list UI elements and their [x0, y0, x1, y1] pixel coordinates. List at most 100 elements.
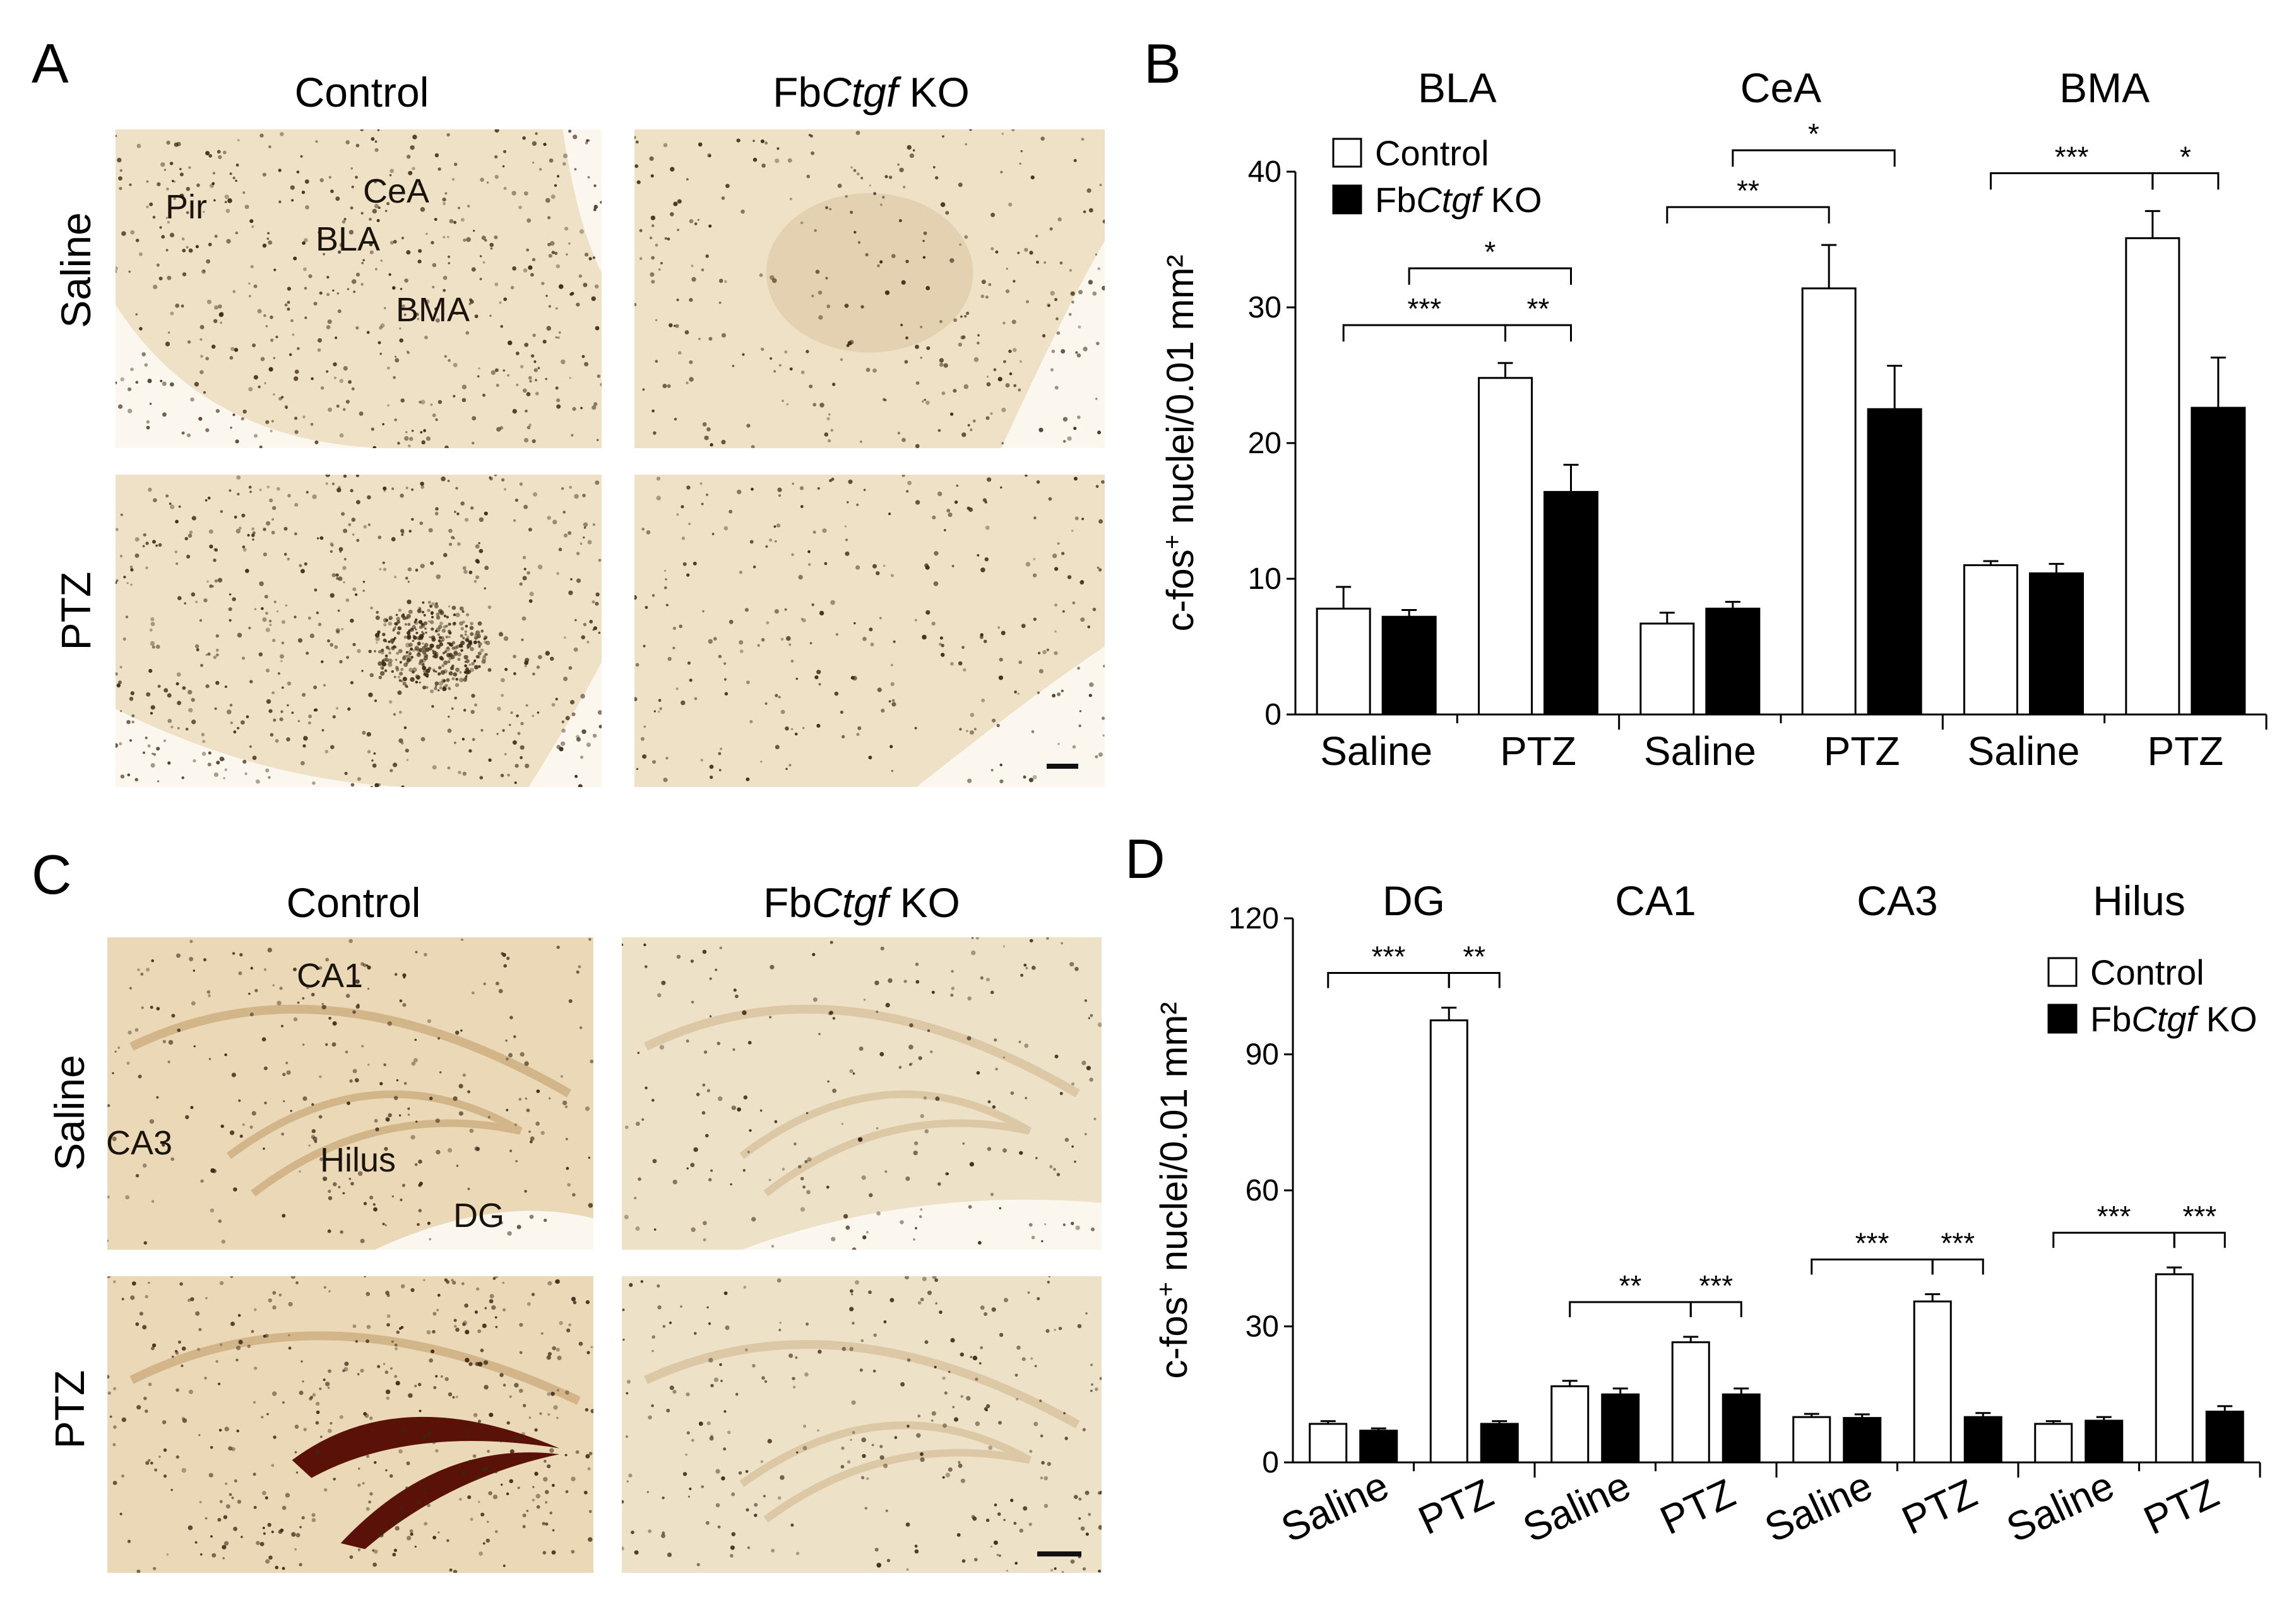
chart-b-bar: [2029, 572, 2084, 716]
micrograph-outside-tissue: [742, 1199, 1102, 1250]
chart-b-category-label: Saline: [1968, 728, 2080, 774]
micrograph-background: [116, 475, 602, 787]
chart-d-bar: [1963, 1416, 2002, 1464]
chart-d-group-title: Hilus: [2093, 877, 2186, 924]
chart-d-bar: [1601, 1393, 1640, 1464]
micrograph-amygdala-control-saline: [116, 129, 602, 448]
chart-b-y-tick-label: 20: [1248, 427, 1282, 460]
panel-letter-b: B: [1144, 32, 1181, 95]
chart-b-significance-label: ***: [2055, 140, 2089, 173]
chart-d: c-fos+ nuclei/0.01 mm² 0 30 60 90 120 DG Saline…: [1152, 877, 2261, 1551]
chart-b-significance-bracket: [2151, 172, 2220, 190]
micrograph-granule-layer: [739, 1090, 1032, 1197]
chart-d-significance-bracket: [1811, 1258, 1934, 1275]
chart-b-bar: [1867, 408, 1922, 716]
chart-d-bar: [1359, 1430, 1398, 1464]
micrograph-nuclei: [116, 129, 602, 448]
chart-d-y-tick-label: 0: [1262, 1446, 1279, 1479]
micrograph-amygdala-ko-ptz: [634, 475, 1105, 787]
chart-d-legend-label: FbCtgf KO: [2090, 999, 2257, 1039]
micrograph-nuclei: [634, 129, 1105, 448]
chart-d-y-tick-label: 30: [1246, 1310, 1279, 1344]
micrograph-shading: [766, 193, 973, 353]
chart-d-group-title: CA3: [1857, 877, 1937, 924]
chart-d-significance-bracket: [2052, 1231, 2175, 1248]
chart-d-significance-label: ***: [1941, 1226, 1975, 1259]
chart-d-legend-swatch: [2047, 957, 2078, 987]
chart-b-y-tick-label: 0: [1264, 698, 1282, 732]
panel-a-col-title-ko: FbCtgf KO: [773, 69, 970, 116]
chart-b-bar: [2191, 406, 2246, 716]
panel-letter-c: C: [32, 843, 72, 906]
chart-b-bar: [1705, 607, 1761, 716]
scale-bar-a: [1047, 764, 1078, 769]
panel-c-col-title-control: Control: [286, 879, 421, 926]
region-label-cea: CeA: [363, 172, 430, 210]
chart-b-bar: [1381, 615, 1437, 716]
chart-d-bar: [1671, 1341, 1710, 1464]
chart-b-group-title: CeA: [1740, 64, 1821, 111]
micrograph-pyramidal-layer: [129, 1004, 572, 1098]
chart-d-significance-label: ***: [1372, 940, 1406, 973]
chart-b-legend-label: FbCtgf KO: [1375, 180, 1542, 220]
chart-d-bar: [2034, 1423, 2073, 1464]
chart-b-bar: [1963, 564, 2018, 716]
panel-letter-a: A: [32, 32, 69, 95]
scale-bar-c: [1037, 1551, 1081, 1556]
chart-d-significance-bracket: [1327, 972, 1450, 988]
panel-a-col-title-control: Control: [294, 69, 429, 116]
chart-b-significance-bracket: [1666, 206, 1830, 224]
chart-d-category-label: Saline: [1275, 1462, 1396, 1551]
chart-d-bar: [1843, 1417, 1882, 1464]
micrograph-nuclei: [107, 938, 593, 1245]
micrograph-texture: [107, 937, 593, 1250]
chart-d-group-title: CA1: [1615, 877, 1696, 924]
micrograph-amygdala-control-ptz: [116, 475, 602, 787]
chart-b-significance-bracket: [1342, 324, 1506, 342]
chart-d-group-title: DG: [1383, 877, 1445, 924]
micrograph-texture: [622, 1276, 1102, 1573]
chart-d-significance-label: **: [1619, 1269, 1642, 1302]
chart-b-group-title: BMA: [2059, 64, 2150, 111]
region-label-pir: Pir: [165, 188, 207, 226]
chart-b-y-axis-label: c-fos+ nuclei/0.01 mm²: [1158, 255, 1201, 632]
panel-letter-d: D: [1125, 827, 1165, 890]
chart-d-bar: [2155, 1273, 2194, 1464]
chart-b-significance-bracket: [1732, 149, 1896, 167]
chart-b-y-tick-label: 10: [1248, 562, 1282, 596]
chart-b-bar: [1544, 490, 1598, 716]
chart-b-bar: [1801, 287, 1857, 716]
chart-b-significance-label: **: [1527, 292, 1550, 325]
micrograph-background: [107, 937, 593, 1250]
region-label-ca1: CA1: [297, 957, 364, 995]
chart-b-category-label: PTZ: [1500, 728, 1576, 774]
chart-d-category-label: PTZ: [2137, 1470, 2225, 1543]
micrograph-texture: [116, 129, 602, 448]
micrograph-pyramidal-layer: [644, 1340, 1080, 1429]
region-label-ca3: CA3: [106, 1124, 173, 1162]
micrograph-texture: [116, 475, 602, 787]
chart-b-legend-swatch: [1332, 138, 1362, 168]
chart-d-category-label: PTZ: [1412, 1470, 1500, 1543]
chart-b-category-label: PTZ: [1824, 728, 1900, 774]
chart-d-y-tick-label: 90: [1246, 1038, 1279, 1072]
chart-d-significance-bracket: [1448, 972, 1501, 988]
micrograph-nuclei: [116, 475, 602, 787]
chart-b-legend-swatch: [1332, 184, 1362, 215]
micrograph-texture: [107, 1276, 593, 1573]
chart-b-significance-label: ***: [1407, 292, 1441, 325]
micrograph-background: [107, 1276, 593, 1573]
micrograph-pyramidal-layer: [129, 1331, 581, 1405]
chart-d-significance-label: **: [1463, 940, 1485, 973]
chart-d-bar: [1309, 1423, 1348, 1464]
chart-d-category-label: PTZ: [1895, 1470, 1984, 1543]
micrograph-outside-tissue: [116, 662, 602, 787]
chart-b-significance-bracket: [1408, 267, 1572, 285]
chart-b-significance-label: *: [1484, 235, 1496, 268]
chart-b-legend-label: Control: [1375, 133, 1489, 173]
panel-c-col-title-ko: FbCtgf KO: [763, 879, 960, 926]
chart-d-bar: [1429, 1019, 1468, 1464]
chart-b-y-tick-label: 30: [1248, 291, 1282, 324]
chart-b-bar: [2125, 237, 2180, 716]
micrograph-background: [622, 937, 1102, 1250]
